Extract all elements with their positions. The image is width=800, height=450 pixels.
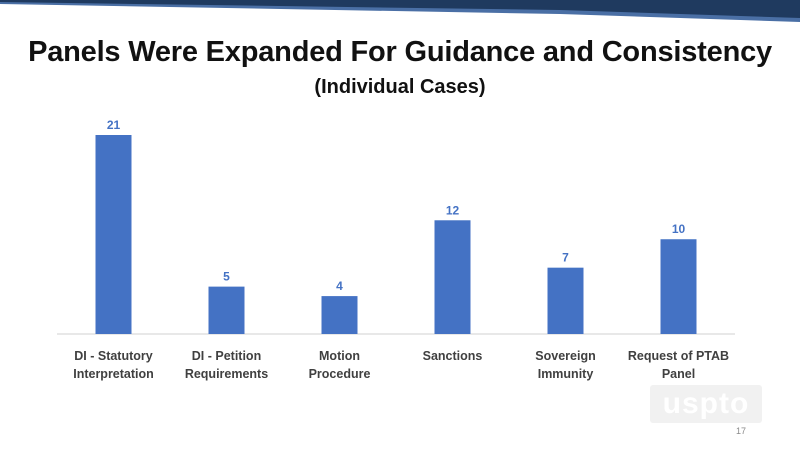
bar-0 [95,135,132,334]
category-label-line: DI - Petition [192,349,261,363]
page-number: 17 [736,426,747,436]
category-label-line: Request of PTAB [628,349,729,363]
bar-1 [208,286,245,334]
value-label-4: 7 [562,251,569,265]
category-label-2: Motion Procedure [309,349,371,381]
value-label-5: 10 [672,222,686,236]
category-label-line: Immunity [538,367,594,381]
header-band-dark [0,0,800,18]
category-label-line: Sanctions [423,349,483,363]
page-title: Panels Were Expanded For Guidance and Co… [28,36,772,68]
category-label-1: DI - Petition Requirements [185,349,268,381]
bar-2 [321,296,358,334]
category-label-3: Sanctions [423,349,483,363]
bar-5 [660,239,697,334]
bar-3 [434,220,471,334]
category-label-line: Panel [662,367,695,381]
category-label-0: DI - Statutory Interpretation [73,349,154,381]
category-label-line: Interpretation [73,367,154,381]
uspto-logo: uspto [650,385,762,423]
category-label-line: Requirements [185,367,268,381]
page-subtitle: (Individual Cases) [314,76,486,98]
category-label-4: Sovereign Immunity [535,349,595,381]
bar-4 [547,267,584,334]
category-label-line: Motion [319,349,360,363]
category-label-line: DI - Statutory [74,349,153,363]
category-label-line: Sovereign [535,349,595,363]
value-label-3: 12 [446,203,460,217]
category-label-line: Procedure [309,367,371,381]
value-label-1: 5 [223,270,230,284]
header-band [0,0,800,22]
value-label-0: 21 [107,118,121,132]
category-label-5: Request of PTAB Panel [628,349,729,381]
value-label-2: 4 [336,279,343,293]
